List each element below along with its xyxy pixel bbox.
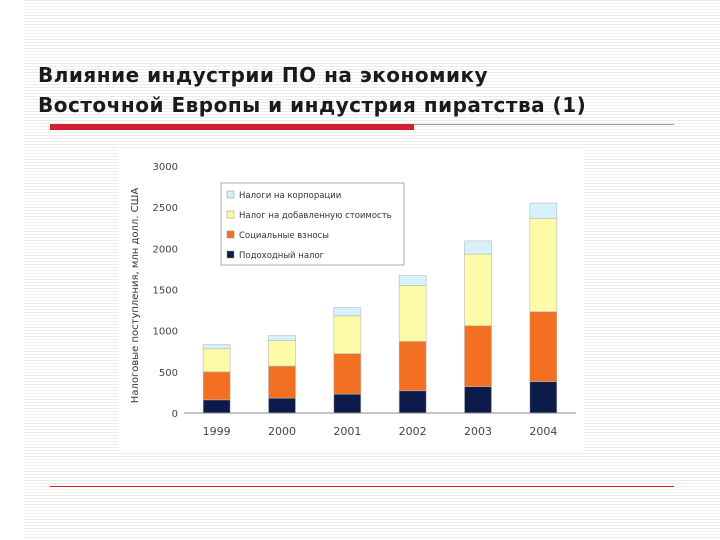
legend-label: Социальные взносы (239, 231, 329, 241)
bar-segment (268, 365, 296, 399)
legend-label: Налоги на корпорации (239, 191, 341, 201)
x-tick-label: 2001 (333, 425, 361, 438)
y-tick-label: 1000 (153, 327, 178, 338)
legend-box (220, 182, 405, 266)
x-tick-labels: 1999 2000 2001 2002 2003 2004 (203, 425, 558, 438)
bar-segment (464, 325, 492, 387)
x-tick-label: 2002 (399, 425, 427, 438)
bar-stacks (202, 202, 558, 414)
bar-segment (202, 399, 231, 414)
y-tick-label: 3000 (153, 162, 178, 173)
bar-segment (333, 315, 362, 355)
slide-left-margin (0, 0, 24, 540)
y-tick-label: 2000 (153, 244, 178, 255)
bar-segment (529, 381, 558, 414)
y-axis-title-group: Налоговые поступления, млн долл. США (130, 188, 141, 404)
bar-segment (398, 341, 427, 392)
bar-stack-1999 (202, 344, 231, 414)
bar-segment (202, 348, 231, 373)
y-tick-label: 0 (172, 409, 178, 420)
x-tick-label: 2000 (268, 425, 296, 438)
bar-segment (529, 311, 558, 383)
slide-title: Влияние индустрии ПО на экономику Восточ… (38, 60, 698, 120)
legend-label: Налог на добавленную стоимость (239, 211, 392, 221)
y-tick-label: 2500 (153, 203, 178, 214)
x-tick-label: 1999 (203, 425, 231, 438)
chart-panel: Налоговые поступления, млн долл. США 0 50… (118, 150, 584, 452)
bar-segment (202, 344, 231, 350)
bar-segment (333, 307, 362, 317)
legend-swatch (226, 230, 235, 239)
legend-swatch (226, 250, 235, 259)
y-tick-label: 500 (159, 368, 178, 379)
bar-segment (398, 390, 427, 414)
bar-stack-2000 (268, 335, 296, 414)
legend: Налоги на корпорации Налог на добавленную… (220, 182, 405, 266)
stacked-bar-chart: Налоговые поступления, млн долл. США 0 50… (130, 162, 576, 438)
bar-segment (464, 240, 492, 255)
bar-stack-2003 (464, 240, 492, 414)
bar-segment (464, 386, 492, 414)
bar-stack-2002 (398, 275, 427, 414)
legend-swatch (226, 210, 235, 219)
bar-segment (333, 353, 362, 395)
x-tick-label: 2003 (464, 425, 492, 438)
bar-segment (333, 393, 362, 414)
bar-segment (202, 371, 231, 401)
y-tick-labels: 0 500 1000 1500 2000 2500 3000 (153, 162, 178, 420)
title-accent-bar (50, 124, 414, 130)
slide-title-line-2: Восточной Европы и индустрия пиратства (… (38, 93, 587, 117)
bar-segment (398, 285, 427, 342)
bar-stack-2004 (529, 202, 558, 414)
y-axis-title: Налоговые поступления, млн долл. США (130, 188, 141, 404)
legend-swatch (226, 190, 235, 199)
bar-segment (529, 202, 558, 219)
footer-divider-line (50, 486, 674, 487)
bar-segment (398, 275, 427, 286)
bar-segment (464, 253, 492, 327)
bar-segment (268, 335, 296, 341)
bar-stack-2001 (333, 307, 362, 414)
x-tick-label: 2004 (529, 425, 557, 438)
bar-segment (268, 397, 296, 414)
bar-segment (529, 218, 558, 313)
bar-segment (268, 340, 296, 367)
y-tick-label: 1500 (153, 286, 178, 297)
legend-label: Подоходный налог (239, 251, 325, 261)
slide-title-line-1: Влияние индустрии ПО на экономику (38, 63, 489, 87)
